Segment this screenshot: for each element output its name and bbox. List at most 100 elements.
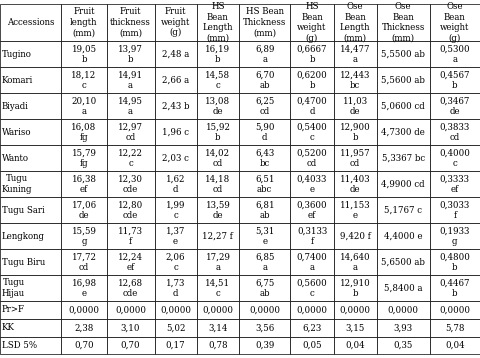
Text: 6,89
a: 6,89 a — [255, 44, 275, 64]
Bar — [107, 41, 155, 67]
Bar — [61, 197, 107, 223]
Text: 12,910
b: 12,910 b — [340, 279, 371, 298]
Bar — [377, 301, 430, 319]
Bar — [155, 67, 197, 93]
Bar — [334, 145, 377, 171]
Bar — [107, 223, 155, 249]
Text: 14,640
a: 14,640 a — [340, 252, 371, 272]
Text: Tugu
Kuning: Tugu Kuning — [2, 174, 33, 194]
Bar — [61, 319, 107, 337]
Text: 2,43 b: 2,43 b — [162, 102, 190, 111]
Bar — [61, 67, 107, 93]
Text: 11,03
de: 11,03 de — [343, 96, 368, 116]
Text: 5,5600 ab: 5,5600 ab — [381, 76, 425, 85]
Bar — [239, 275, 290, 301]
Bar — [239, 4, 290, 41]
Text: 5,90
d: 5,90 d — [255, 122, 275, 142]
Bar — [334, 223, 377, 249]
Bar — [239, 249, 290, 275]
Bar — [239, 337, 290, 354]
Bar — [377, 119, 430, 145]
Bar — [290, 4, 334, 41]
Text: 5,31
e: 5,31 e — [255, 226, 275, 246]
Bar — [430, 223, 480, 249]
Bar — [107, 319, 155, 337]
Bar — [290, 119, 334, 145]
Text: 6,25
cd: 6,25 cd — [255, 96, 275, 116]
Bar — [61, 171, 107, 197]
Text: 12,900
b: 12,900 b — [340, 122, 371, 142]
Bar — [377, 41, 430, 67]
Bar — [430, 4, 480, 41]
Text: Komari: Komari — [2, 76, 33, 85]
Bar — [239, 145, 290, 171]
Text: 0,17: 0,17 — [166, 341, 185, 350]
Text: 1,62
d: 1,62 d — [166, 174, 185, 194]
Text: Ose
Bean
Length
(mm): Ose Bean Length (mm) — [340, 2, 371, 43]
Bar — [155, 249, 197, 275]
Text: 0,0000: 0,0000 — [388, 305, 419, 314]
Bar — [197, 67, 239, 93]
Text: 11,153
e: 11,153 e — [340, 200, 371, 220]
Bar — [197, 249, 239, 275]
Text: 2,48 a: 2,48 a — [162, 50, 189, 59]
Text: Lengkong: Lengkong — [2, 232, 45, 241]
Bar — [290, 67, 334, 93]
Bar — [107, 93, 155, 119]
Bar — [0, 301, 61, 319]
Bar — [334, 337, 377, 354]
Text: Tugu Biru: Tugu Biru — [2, 258, 45, 267]
Bar — [107, 145, 155, 171]
Bar — [61, 4, 107, 41]
Bar — [430, 171, 480, 197]
Bar — [0, 223, 61, 249]
Text: 0,0000: 0,0000 — [297, 305, 327, 314]
Text: 15,92
b: 15,92 b — [205, 122, 230, 142]
Bar — [61, 93, 107, 119]
Text: Tugu Sari: Tugu Sari — [2, 205, 45, 214]
Bar — [61, 119, 107, 145]
Bar — [155, 275, 197, 301]
Text: 6,51
abc: 6,51 abc — [255, 174, 275, 194]
Bar — [155, 301, 197, 319]
Text: 2,03 c: 2,03 c — [162, 154, 189, 163]
Text: 0,04: 0,04 — [445, 341, 465, 350]
Text: 0,05: 0,05 — [302, 341, 322, 350]
Text: 11,957
cd: 11,957 cd — [340, 149, 371, 168]
Bar — [155, 119, 197, 145]
Bar — [107, 249, 155, 275]
Bar — [239, 41, 290, 67]
Text: 5,6500 ab: 5,6500 ab — [381, 258, 425, 267]
Bar — [0, 41, 61, 67]
Text: Ose
Bean
weight
(g): Ose Bean weight (g) — [440, 2, 469, 43]
Text: 12,68
cde: 12,68 cde — [118, 279, 143, 298]
Bar — [290, 319, 334, 337]
Bar — [197, 145, 239, 171]
Bar — [334, 171, 377, 197]
Bar — [0, 249, 61, 275]
Text: 6,85
a: 6,85 a — [255, 252, 275, 272]
Bar — [0, 145, 61, 171]
Bar — [239, 171, 290, 197]
Bar — [0, 4, 61, 41]
Text: Fruit
weight
(g): Fruit weight (g) — [161, 8, 191, 37]
Text: 0,5300
a: 0,5300 a — [440, 44, 470, 64]
Bar — [430, 67, 480, 93]
Text: 0,4467
b: 0,4467 b — [440, 279, 470, 298]
Text: 14,18
cd: 14,18 cd — [205, 174, 230, 194]
Bar — [197, 93, 239, 119]
Bar — [197, 337, 239, 354]
Text: 0,3600
ef: 0,3600 ef — [297, 200, 327, 220]
Text: Accessions: Accessions — [7, 18, 54, 27]
Bar — [430, 275, 480, 301]
Text: 0,5600
c: 0,5600 c — [297, 279, 327, 298]
Text: 6,23: 6,23 — [302, 323, 322, 332]
Text: 0,1933
g: 0,1933 g — [440, 226, 470, 246]
Bar — [0, 197, 61, 223]
Bar — [334, 275, 377, 301]
Text: KK: KK — [2, 323, 15, 332]
Bar — [107, 197, 155, 223]
Text: Fruit
thickness
(mm): Fruit thickness (mm) — [110, 8, 151, 37]
Text: 0,6667
b: 0,6667 b — [297, 44, 327, 64]
Text: 11,73
f: 11,73 f — [118, 226, 143, 246]
